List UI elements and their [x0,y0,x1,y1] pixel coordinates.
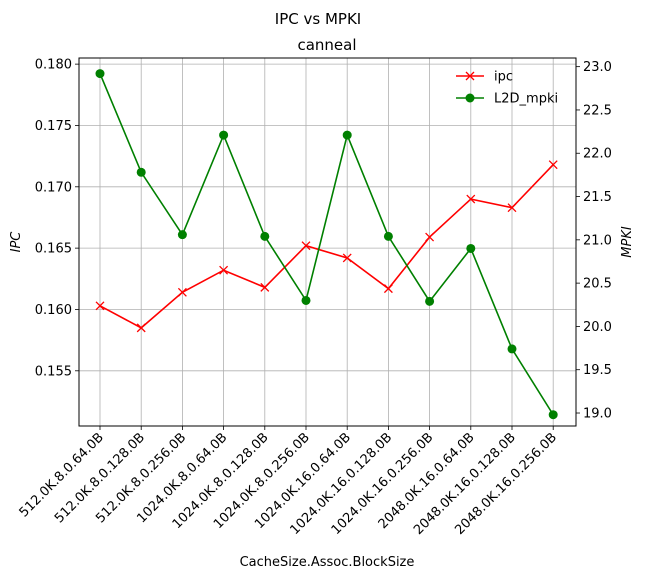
data-point-ipc [466,194,476,204]
data-point-ipc [507,203,517,213]
data-point-ipc [383,284,393,294]
y-tick-label-left: 0.165 [35,242,72,257]
y-tick-label-right: 21.5 [583,190,612,205]
y-axis-label-left: IPC [9,231,24,253]
axis-layer: 512.0K.8.0.64.0B512.0K.8.0.128.0B512.0K.… [17,58,612,538]
data-point-L2D_mpki [219,130,229,140]
legend-label-ipc: ipc [494,70,513,85]
data-point-L2D_mpki [342,130,352,140]
data-point-ipc [301,241,311,251]
data-point-L2D_mpki [383,231,393,241]
series-layer [95,69,558,420]
data-point-ipc [95,301,105,311]
y-tick-label-left: 0.155 [35,364,72,379]
data-point-ipc [136,323,146,333]
grid-layer [79,58,576,426]
y-tick-label-right: 22.0 [583,147,612,162]
legend: ipc L2D_mpki [456,70,558,107]
data-point-ipc [219,265,229,275]
y-tick-label-right: 20.5 [583,277,612,292]
y-tick-label-right: 20.0 [583,320,612,335]
data-point-ipc [342,253,352,263]
data-point-ipc [260,282,270,292]
legend-label-L2D_mpki: L2D_mpki [494,92,558,107]
y-tick-label-left: 0.180 [35,58,72,73]
plot-frame [78,57,577,427]
data-point-L2D_mpki [548,410,558,420]
chart-suptitle: IPC vs MPKI [275,10,361,28]
data-point-L2D_mpki [136,167,146,177]
y-tick-label-right: 19.5 [583,363,612,378]
y-tick-label-left: 0.175 [35,119,72,134]
legend-marker-L2D_mpki [465,93,475,103]
y-tick-label-left: 0.160 [35,303,72,318]
data-point-ipc [425,232,435,242]
y-tick-label-right: 22.5 [583,103,612,118]
data-point-L2D_mpki [507,344,517,354]
data-point-L2D_mpki [425,296,435,306]
y-tick-label-left: 0.170 [35,180,72,195]
data-point-L2D_mpki [95,69,105,79]
data-point-L2D_mpki [260,231,270,241]
x-axis-label: CacheSize.Assoc.BlockSize [240,555,415,570]
y-tick-label-right: 23.0 [583,60,612,75]
data-point-ipc [177,287,187,297]
legend-marker-ipc [465,71,475,81]
y-tick-label-right: 21.0 [583,233,612,248]
y-tick-label-right: 19.0 [583,407,612,422]
data-point-L2D_mpki [466,243,476,253]
data-point-L2D_mpki [177,230,187,240]
series-line-L2D_mpki [99,73,554,416]
series-line-ipc [99,164,554,329]
data-point-L2D_mpki [301,295,311,305]
y-axis-label-right: MPKI [620,226,635,258]
chart-title: canneal [297,36,356,54]
data-point-ipc [548,160,558,170]
